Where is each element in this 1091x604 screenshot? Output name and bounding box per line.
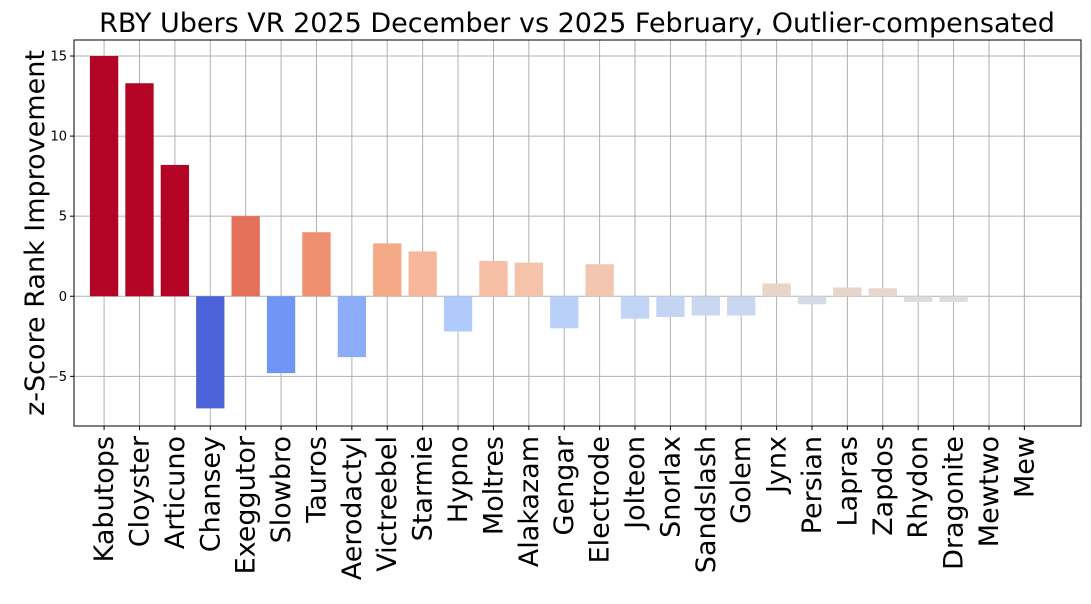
bar — [373, 243, 402, 297]
x-tick-label: Alakazam — [514, 436, 545, 567]
plot-frame — [73, 39, 1082, 427]
bar — [797, 296, 827, 305]
x-axis-ticks: Kabutops Cloyster Articuno Chansey Exeggutor… — [89, 426, 1040, 580]
x-tick-label: Jynx — [762, 436, 793, 495]
bar — [514, 262, 543, 297]
x-tick-label: Hypno — [443, 436, 474, 523]
bar — [904, 296, 933, 302]
bar — [196, 296, 225, 409]
bar — [939, 296, 968, 302]
chart-title: RBY Ubers VR 2025 December vs 2025 Febru… — [99, 8, 1055, 39]
y-tick-label: 10 — [50, 130, 67, 145]
x-tick-label: Tauros — [301, 436, 332, 524]
x-tick-label: Cloyster — [124, 435, 155, 547]
x-tick-label: Exeggutor — [231, 435, 262, 574]
bars — [89, 56, 968, 409]
x-tick-label: Kabutops — [89, 436, 120, 562]
bar — [337, 296, 367, 358]
x-tick-label: Moltres — [478, 436, 509, 535]
bar — [231, 216, 260, 297]
bar — [762, 283, 791, 297]
bar — [408, 251, 437, 297]
x-tick-label: Zapdos — [868, 436, 899, 536]
x-tick-label: Jolteon — [620, 436, 651, 531]
x-tick-label: Rhydon — [903, 436, 934, 539]
x-tick-label: Starmie — [408, 436, 439, 541]
x-tick-label: Chansey — [195, 436, 226, 552]
bar — [691, 296, 720, 316]
bar — [833, 287, 862, 297]
x-tick-label: Electrode — [585, 436, 616, 563]
bar — [443, 296, 473, 332]
grid-lines — [74, 40, 1081, 426]
x-tick-label: Golem — [726, 436, 757, 524]
bar — [868, 288, 897, 297]
x-tick-label: Aerodactyl — [337, 436, 368, 580]
x-tick-label: Mew — [1009, 436, 1040, 498]
bar — [302, 232, 331, 297]
bar — [125, 83, 154, 297]
x-tick-label: Victreebel — [372, 436, 403, 572]
x-tick-label: Articuno — [160, 436, 191, 549]
x-tick-label: Mewtwo — [974, 436, 1005, 547]
bar — [479, 261, 508, 297]
bar — [620, 296, 650, 319]
x-tick-label: Sandslash — [691, 436, 722, 573]
y-tick-label: 5 — [59, 210, 67, 225]
bar — [656, 296, 685, 318]
bar — [585, 264, 614, 297]
bar — [160, 164, 190, 297]
bar — [727, 296, 756, 316]
y-tick-label: −5 — [48, 370, 67, 385]
x-tick-label: Slowbro — [266, 436, 297, 543]
bar — [550, 296, 579, 329]
y-tick-label: 15 — [50, 50, 67, 65]
x-tick-label: Dragonite — [939, 436, 970, 570]
y-tick-label: 0 — [59, 290, 67, 305]
bar — [89, 56, 119, 297]
x-tick-label: Snorlax — [655, 436, 686, 538]
x-tick-label: Lapras — [832, 436, 863, 526]
x-tick-label: Persian — [797, 436, 828, 534]
x-tick-label: Gengar — [549, 435, 580, 535]
bar — [266, 296, 296, 374]
y-axis-ticks: −5 0 5 10 15 — [48, 50, 74, 385]
y-axis-label: z-Score Rank Improvement — [20, 50, 51, 416]
